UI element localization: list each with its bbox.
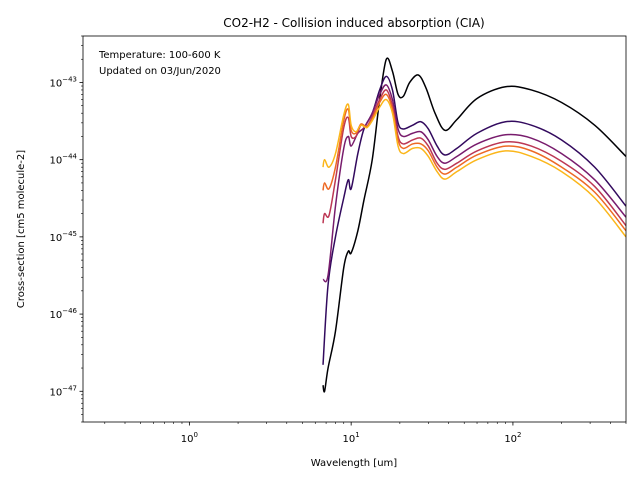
annotation-updated: Updated on 03/Jun/2020 [99, 66, 221, 77]
x-tick-label: 101 [343, 431, 360, 445]
series-line-1 [322, 57, 626, 393]
y-tick-label: 10−47 [49, 384, 77, 398]
series-line-2 [322, 75, 626, 365]
y-tick-label: 10−43 [49, 75, 77, 89]
x-tick-label: 102 [504, 431, 521, 445]
series-layer [322, 57, 626, 393]
x-axis: 100 101 102 [104, 422, 627, 445]
chart-title: CO2-H2 - Collision induced absorption (C… [223, 16, 484, 30]
x-axis-label: Wavelength [um] [311, 458, 397, 469]
y-tick-label: 10−44 [49, 153, 77, 167]
y-tick-label: 10−46 [49, 307, 77, 321]
y-axis: 10−47 10−46 10−45 10−44 10−43 [49, 35, 83, 423]
x-tick-label: 100 [181, 431, 198, 445]
plot-frame [82, 35, 627, 423]
annotation-temperature: Temperature: 100-600 K [98, 50, 221, 61]
series-line-3 [322, 84, 626, 283]
y-axis-label: Cross-section [cm5 molecule-2] [16, 150, 27, 308]
series-line-4 [322, 89, 626, 227]
series-line-6 [322, 98, 626, 238]
y-tick-label: 10−45 [49, 230, 77, 244]
